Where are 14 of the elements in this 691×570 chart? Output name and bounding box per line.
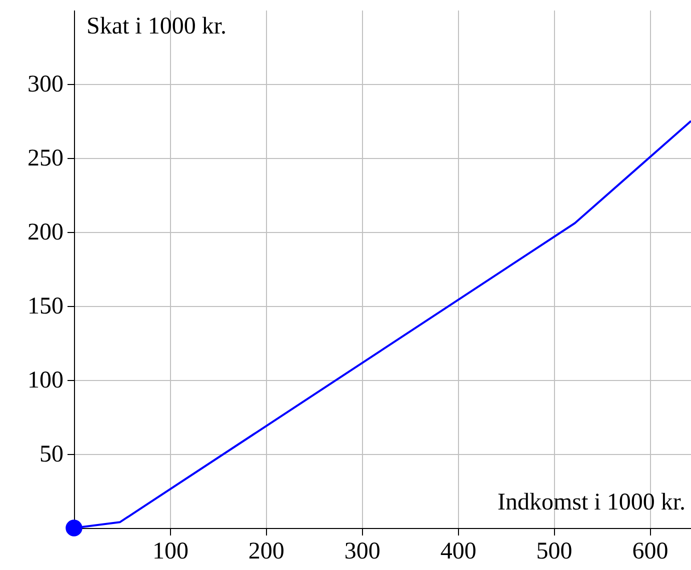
x-tick-label: 300	[344, 538, 380, 564]
y-tick-label: 300	[28, 72, 64, 98]
y-tick-label: 100	[28, 368, 64, 394]
y-tick-label: 250	[28, 146, 64, 172]
y-tick-label: 50	[40, 442, 64, 468]
x-tick-label: 400	[440, 538, 476, 564]
x-tick-label: 200	[248, 538, 284, 564]
y-tick-label: 150	[28, 294, 64, 320]
x-axis-title: Indkomst i 1000 kr.	[497, 490, 686, 516]
y-axis-title: Skat i 1000 kr.	[86, 14, 227, 40]
x-tick-label: 500	[536, 538, 572, 564]
y-tick-label: 200	[28, 220, 64, 246]
x-tick-label: 600	[632, 538, 668, 564]
x-tick-label: 100	[152, 538, 188, 564]
